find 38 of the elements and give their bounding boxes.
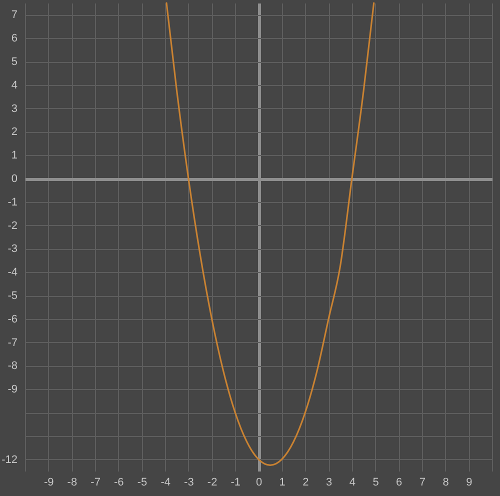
y-tick-label: 3 (11, 102, 18, 115)
x-tick-label: 5 (372, 476, 379, 488)
x-tick-label: 8 (442, 476, 449, 488)
x-tick-label: 4 (349, 476, 356, 488)
x-tick-label: 2 (302, 476, 309, 488)
y-tick-label: 7 (11, 9, 18, 22)
y-tick-label: -12 (2, 454, 18, 466)
y-tick-label: -8 (8, 360, 18, 372)
x-tick-label: -2 (207, 476, 218, 488)
y-tick-label: -6 (8, 313, 18, 326)
x-tick-label: -9 (44, 476, 54, 488)
y-tick-label: -1 (8, 196, 18, 208)
x-tick-label: -6 (114, 476, 124, 488)
x-tick-label: 3 (326, 476, 332, 488)
y-tick-label: 1 (11, 150, 18, 162)
y-tick-label: -2 (8, 220, 18, 232)
x-tick-label: -8 (67, 476, 78, 488)
x-tick-label: 7 (419, 476, 426, 488)
y-tick-label: -3 (8, 243, 18, 256)
x-tick-label: -4 (160, 476, 170, 488)
y-tick-label: -4 (8, 266, 18, 279)
x-tick-label: 6 (396, 476, 402, 488)
y-tick-label: 4 (11, 79, 18, 92)
y-tick-label: 5 (11, 56, 18, 68)
x-tick-label: 0 (256, 476, 262, 488)
y-tick-label: 6 (11, 32, 18, 45)
y-tick-label: 2 (11, 126, 18, 138)
x-tick-label: 1 (279, 476, 286, 488)
x-tick-label: -5 (137, 476, 148, 488)
y-tick-label: -9 (8, 384, 18, 396)
y-tick-label: -5 (8, 290, 18, 302)
y-tick-label: -7 (8, 336, 18, 349)
x-tick-label: -1 (230, 476, 241, 488)
x-tick-label: -7 (90, 476, 100, 488)
y-tick-label: 0 (11, 173, 18, 185)
line-series (166, 2, 375, 466)
x-tick-label: 9 (466, 476, 472, 488)
x-tick-label: -3 (184, 476, 194, 488)
